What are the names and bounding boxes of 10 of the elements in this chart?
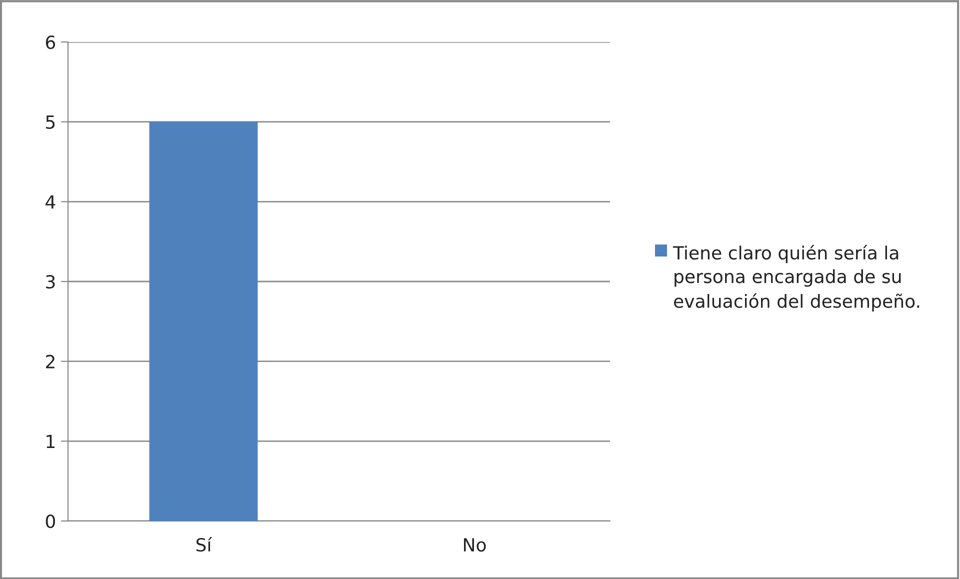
y-tick-label: 0 bbox=[46, 514, 55, 528]
y-tick-label: 6 bbox=[46, 35, 56, 50]
legend-label: Tiene claro quién sería la persona encargada de su evaluación del desempeño. bbox=[672, 244, 920, 312]
x-tick-label: No bbox=[464, 538, 486, 552]
x-tick-label: Sí bbox=[196, 536, 212, 552]
y-tick-label: 2 bbox=[46, 354, 54, 368]
y-tick-label: 4 bbox=[46, 195, 56, 209]
y-tick-label: 5 bbox=[46, 116, 55, 129]
y-tick-label: 3 bbox=[46, 274, 55, 289]
y-tick-label: 1 bbox=[46, 434, 55, 448]
